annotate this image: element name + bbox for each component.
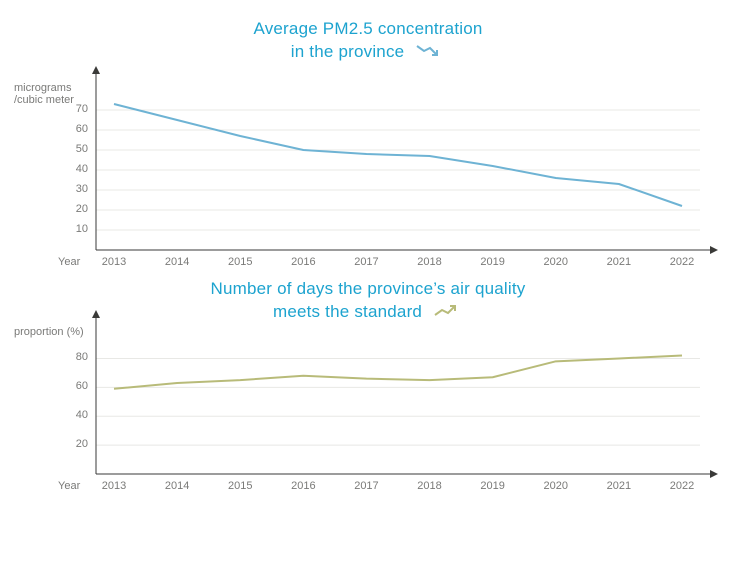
aqi-xtick: 2013 xyxy=(102,480,126,492)
aqi-xtick: 2020 xyxy=(544,480,568,492)
aqi-xtick: 2017 xyxy=(354,480,378,492)
aqi-ytick: 40 xyxy=(66,409,88,421)
aqi-ytick: 20 xyxy=(66,438,88,450)
aqi-xlabel: Year xyxy=(58,480,80,492)
aqi-ytick: 80 xyxy=(66,351,88,363)
aqi-xtick: 2016 xyxy=(291,480,315,492)
aqi-xtick: 2015 xyxy=(228,480,252,492)
aqi-xtick: 2021 xyxy=(607,480,631,492)
aqi-line xyxy=(114,356,682,389)
aqi-ylabel: proportion (%) xyxy=(14,326,84,338)
aqi-ytick: 60 xyxy=(66,380,88,392)
aqi-xtick: 2019 xyxy=(480,480,504,492)
air-quality-chart: 20 40 60 80 proportion (%) 2013 2014 2015 2016 20… xyxy=(0,0,736,566)
aqi-xtick: 2022 xyxy=(670,480,694,492)
aqi-xtick: 2014 xyxy=(165,480,189,492)
aqi-xtick: 2018 xyxy=(417,480,441,492)
